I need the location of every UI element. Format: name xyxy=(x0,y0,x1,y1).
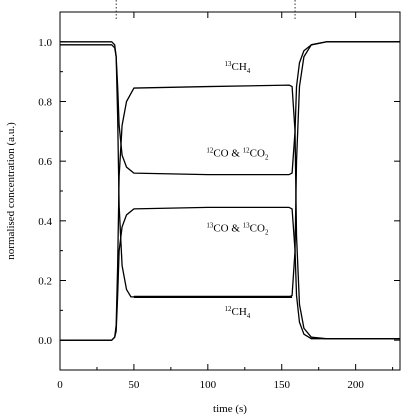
ticks: 0 50 100 150 200 0.0 0.2 0.4 0.6 0.8 1.0 xyxy=(38,11,400,391)
series-line-0 xyxy=(60,84,400,341)
axes xyxy=(59,0,401,371)
x-tick-label-4: 200 xyxy=(347,379,364,391)
annotation-2: 13CO & 13CO2 xyxy=(206,221,269,236)
annotations: 13CH4 12CO & 12CO2 13CO & 13CO2 12CH4 xyxy=(206,60,269,320)
series-group xyxy=(60,41,400,341)
series-line-3 xyxy=(60,41,400,298)
x-tick-label-0: 0 xyxy=(57,379,63,391)
y-axis-title: normalised concentration (a.u.) xyxy=(5,122,17,260)
y-tick-label-5: 1.0 xyxy=(38,37,52,49)
x-tick-label-1: 50 xyxy=(128,379,140,391)
y-tick-label-4: 0.8 xyxy=(38,97,52,109)
x-tick-label-2: 100 xyxy=(200,379,217,391)
y-tick-label-3: 0.6 xyxy=(38,156,52,168)
annotation-1: 12CO & 12CO2 xyxy=(206,147,269,162)
x-axis-title: time (s) xyxy=(213,403,247,415)
series-line-2 xyxy=(60,206,400,341)
y-tick-label-1: 0.2 xyxy=(38,276,52,288)
y-tick-label-0: 0.0 xyxy=(38,335,52,347)
x-tick-label-3: 150 xyxy=(273,379,290,391)
annotation-0: 13CH4 xyxy=(225,60,251,75)
y-tick-label-2: 0.4 xyxy=(38,216,52,228)
annotation-3: 12CH4 xyxy=(225,305,251,320)
